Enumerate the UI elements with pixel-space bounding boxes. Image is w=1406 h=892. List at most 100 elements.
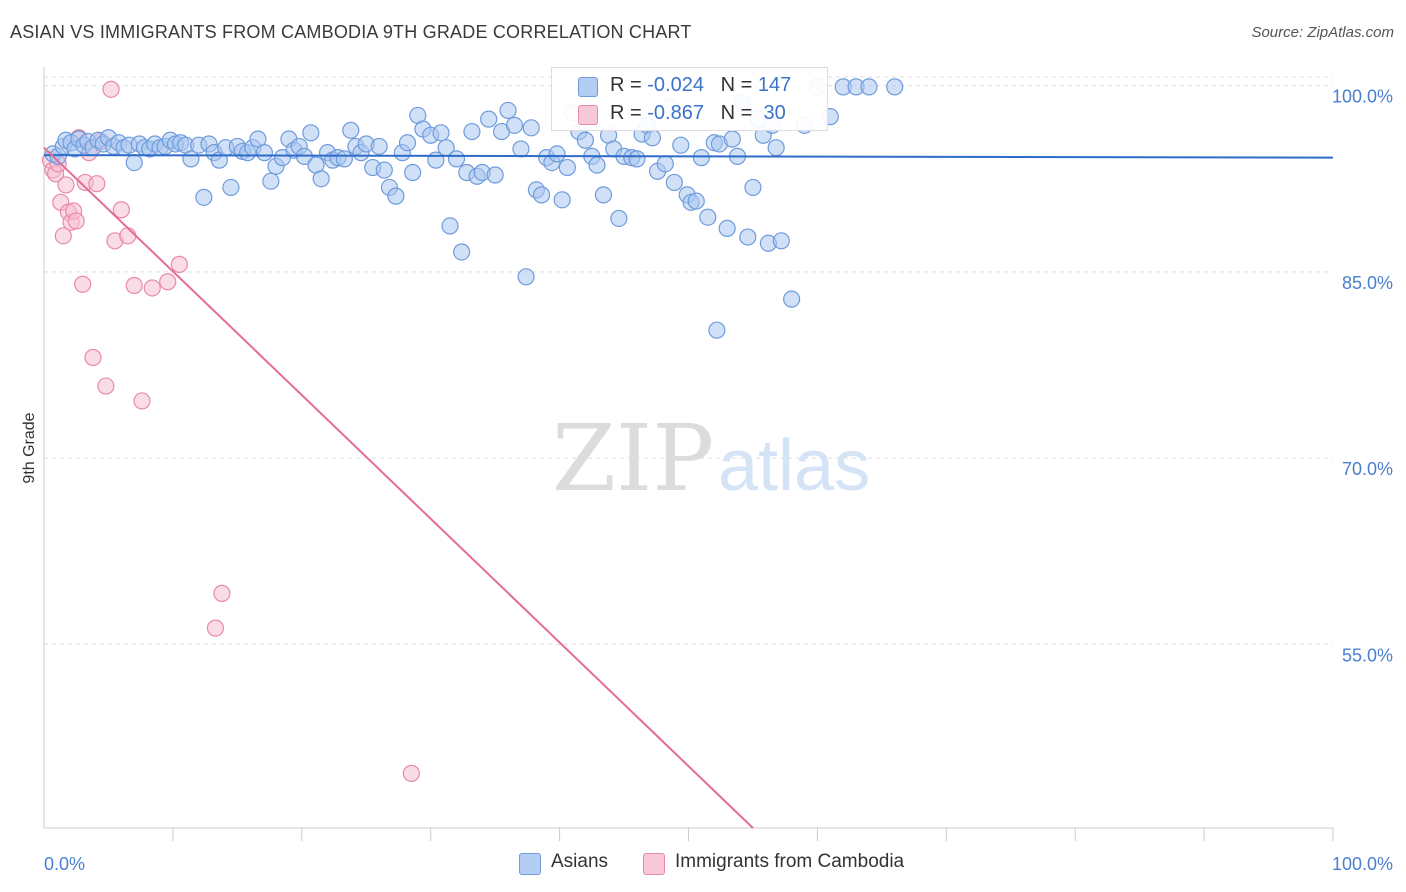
legend-n-value: 30 <box>757 102 786 124</box>
cambodia-point <box>402 764 420 782</box>
cambodia-point <box>88 175 106 193</box>
legend-box: R = -0.024 N = 147 R = -0.867 N = 30 <box>551 67 828 131</box>
cambodia-point <box>67 212 85 230</box>
asian-point <box>767 139 785 157</box>
trend-line <box>43 154 1334 159</box>
x-tick-label: 0.0% <box>44 854 85 874</box>
legend-row-asians: R = -0.024 N = 147 <box>570 74 791 98</box>
legend-n-value: 147 <box>757 74 792 96</box>
asian-point <box>447 150 466 168</box>
x-tick-label: 100.0% <box>1332 854 1393 874</box>
asian-point <box>708 321 726 339</box>
legend-r-value: -0.024 <box>647 74 704 96</box>
bottom-legend-label-asians: Asians <box>551 851 609 872</box>
asian-point <box>522 119 540 137</box>
asian-point <box>656 155 674 173</box>
asian-point <box>739 228 757 246</box>
asian-point <box>553 191 571 209</box>
asian-point <box>222 178 240 197</box>
asian-point <box>672 136 690 154</box>
series-asians <box>44 78 904 339</box>
asian-point <box>628 150 646 168</box>
cambodia-point <box>125 276 143 295</box>
asian-point <box>687 192 705 210</box>
legend-n-label: N = <box>720 74 758 96</box>
trend-lines <box>43 146 1334 829</box>
legend-r-label: R = <box>610 74 648 96</box>
cambodia-point <box>143 279 161 297</box>
legend-swatch-cambodia <box>578 105 598 125</box>
asian-point <box>860 78 878 96</box>
asian-point <box>505 116 524 134</box>
cambodia-point <box>112 201 130 219</box>
cambodia-point <box>102 80 120 98</box>
legend-r-value: -0.867 <box>647 102 704 124</box>
asian-point <box>532 186 551 204</box>
asian-point <box>463 122 481 141</box>
y-tick-label: 55.0% <box>1342 645 1393 665</box>
asian-point <box>610 209 628 228</box>
cambodia-point <box>206 619 225 637</box>
asian-point <box>486 166 504 184</box>
asian-point <box>432 124 450 142</box>
bottom-legend-swatch-cambodia <box>643 853 665 875</box>
cambodia-point <box>170 255 188 273</box>
bottom-legend-swatch-asians <box>519 853 541 875</box>
watermark-zip: ZIP <box>552 405 714 512</box>
asian-point <box>744 178 762 197</box>
asian-point <box>772 232 790 250</box>
asian-point <box>699 208 717 226</box>
cambodia-point <box>57 176 75 194</box>
asian-point <box>783 290 801 308</box>
y-axis-label: 9th Grade <box>21 412 38 483</box>
asian-point <box>499 101 517 120</box>
cambodia-point <box>213 584 231 602</box>
asian-point <box>262 172 280 190</box>
asian-point <box>692 149 710 167</box>
gridlines <box>44 76 1333 645</box>
asian-point <box>404 163 422 182</box>
asian-point <box>723 130 741 148</box>
legend-r-label: R = <box>610 102 648 124</box>
chart-source: Source: ZipAtlas.com <box>1251 24 1394 41</box>
asian-point <box>665 173 683 192</box>
legend-swatch-asians <box>578 77 598 97</box>
asian-point <box>255 144 274 162</box>
asian-point <box>312 170 330 188</box>
asian-point <box>886 78 904 96</box>
asian-point <box>517 268 535 286</box>
asian-point <box>370 137 388 156</box>
asian-point <box>335 150 353 168</box>
watermark-atlas: atlas <box>718 426 870 506</box>
cambodia-point <box>97 377 115 395</box>
asian-point <box>375 161 393 179</box>
asian-point <box>718 219 736 237</box>
asian-point <box>480 110 498 128</box>
chart-title: ASIAN VS IMMIGRANTS FROM CAMBODIA 9TH GR… <box>10 22 692 42</box>
y-tick-label: 70.0% <box>1342 459 1393 479</box>
legend-row-immigrants-from-cambodia: R = -0.867 N = 30 <box>570 102 786 126</box>
axes <box>43 67 1334 841</box>
asian-point <box>643 129 662 147</box>
asian-point <box>398 134 417 152</box>
cambodia-point <box>119 227 137 245</box>
cambodia-point <box>74 275 92 293</box>
asian-point <box>302 124 320 142</box>
asian-point <box>342 121 360 139</box>
tick-labels: 55.0% 70.0% 85.0% 100.0% 0.0% 100.0% <box>44 87 1393 874</box>
legend-n-label: N = <box>720 102 758 124</box>
cambodia-point <box>133 392 151 410</box>
y-tick-label: 100.0% <box>1332 87 1393 107</box>
asian-point <box>441 217 459 235</box>
watermark: ZIP atlas <box>552 405 870 512</box>
asian-point <box>576 131 594 149</box>
asian-point <box>195 188 213 206</box>
asian-point <box>512 140 530 158</box>
asian-point <box>125 153 143 172</box>
asian-point <box>453 243 471 261</box>
asian-point <box>387 187 405 205</box>
cambodia-point <box>54 227 72 245</box>
cambodia-point <box>84 348 102 367</box>
y-tick-label: 85.0% <box>1342 273 1393 293</box>
